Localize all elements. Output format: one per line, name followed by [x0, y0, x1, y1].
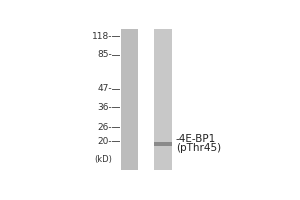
Bar [154, 29, 172, 170]
Bar [154, 142, 172, 146]
Text: (pThr45): (pThr45) [176, 143, 221, 153]
Text: (kD): (kD) [94, 155, 112, 164]
Text: 85-: 85- [97, 50, 112, 59]
Bar [121, 29, 138, 170]
Text: 26-: 26- [98, 123, 112, 132]
Text: 20-: 20- [98, 137, 112, 146]
Text: 36-: 36- [97, 103, 112, 112]
Text: -4E-BP1: -4E-BP1 [175, 134, 215, 144]
Text: 47-: 47- [98, 84, 112, 93]
Text: 118-: 118- [92, 32, 112, 41]
